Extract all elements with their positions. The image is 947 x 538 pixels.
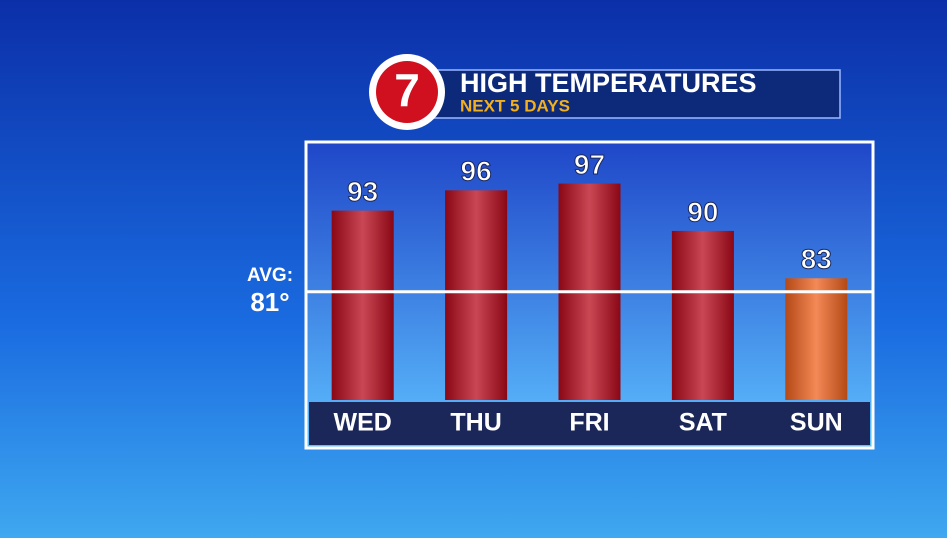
category-strip: [309, 402, 870, 445]
logo-text: 7: [394, 64, 420, 116]
header-box: [431, 69, 841, 119]
value-label: 96: [461, 156, 492, 187]
avg-value: 81°: [250, 287, 289, 317]
value-label: 93: [347, 176, 378, 207]
x-tick-label: SUN: [790, 409, 843, 437]
x-tick-label: WED: [334, 409, 392, 437]
bar-shine: [671, 230, 734, 400]
x-tick-label: FRI: [569, 409, 609, 437]
x-tick-label: SAT: [679, 409, 727, 437]
bar-shine: [785, 278, 848, 400]
plot-border: [304, 140, 875, 450]
chart-title: HIGH TEMPERATURES: [460, 68, 757, 98]
chart-subtitle: NEXT 5 DAYS: [460, 96, 570, 115]
value-label: 83: [801, 244, 832, 275]
bar-shine: [445, 190, 508, 400]
logo-inner: [376, 61, 438, 123]
value-label: 90: [687, 196, 718, 227]
bar-shine: [331, 210, 394, 400]
avg-label: AVG:: [247, 265, 293, 286]
x-tick-label: THU: [450, 409, 501, 437]
value-label: 97: [574, 149, 605, 180]
